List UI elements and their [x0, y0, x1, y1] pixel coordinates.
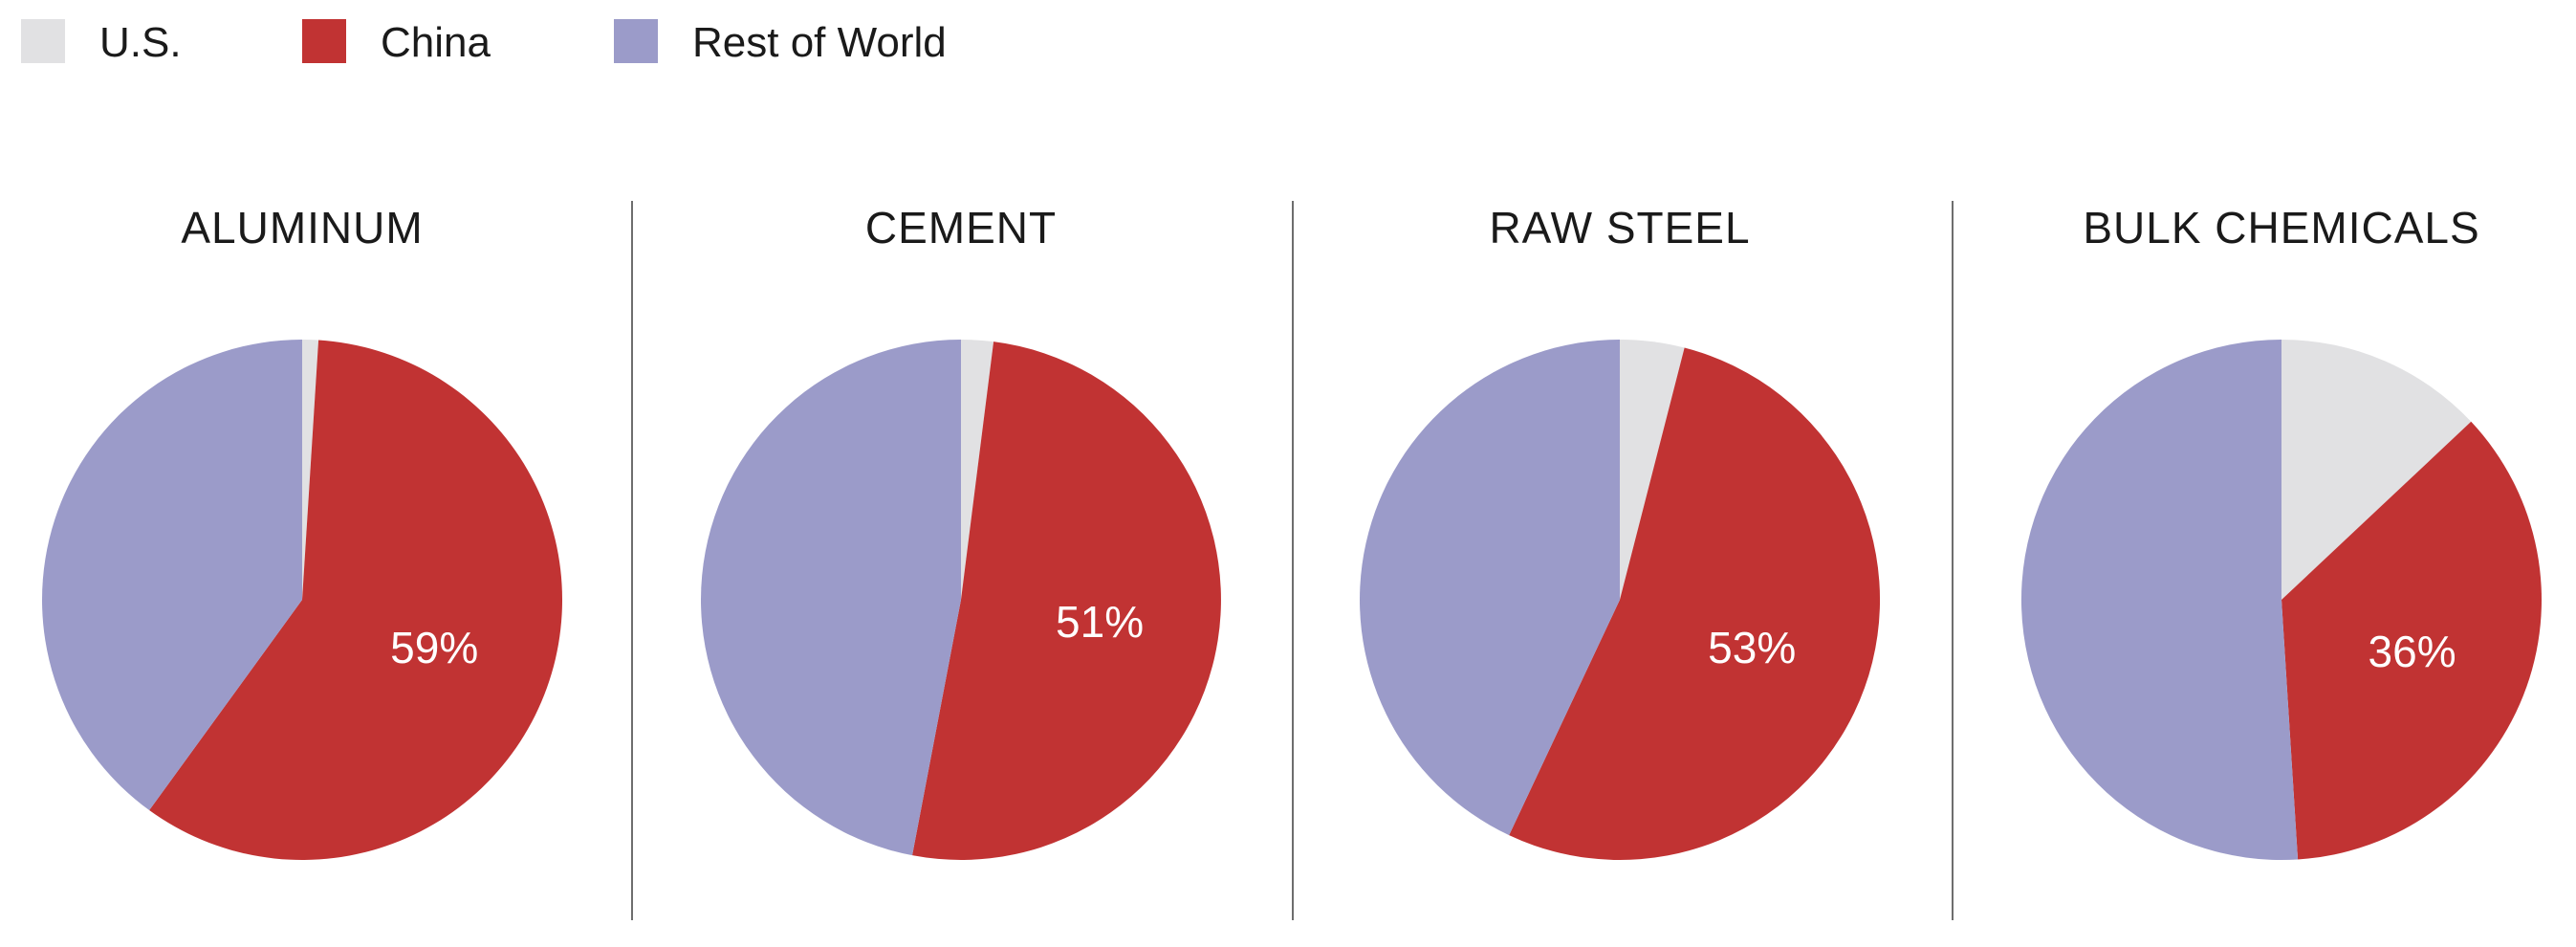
- legend: U.S. China Rest of World: [21, 19, 947, 66]
- pie-panel-raw-steel: RAW STEEL 53%: [1360, 203, 1881, 861]
- pie-slice-cement-rest-of-world: [701, 340, 961, 856]
- legend-item-u-s: U.S.: [21, 19, 182, 66]
- pie-slice-bulk-chemicals-china: [2281, 421, 2543, 860]
- pie-slice-cement-china: [912, 341, 1221, 860]
- legend-swatch-china: [302, 19, 346, 63]
- pie-panel-cement: CEMENT 51%: [701, 203, 1221, 860]
- legend-item-china: China: [302, 19, 491, 66]
- legend-label-china: China: [381, 19, 491, 66]
- pie-slice-raw-steel-china: [1509, 347, 1881, 861]
- pie-slice-raw-steel-u-s: [1620, 340, 1685, 600]
- pie-slice-cement-u-s: [961, 340, 994, 600]
- pie-panel-aluminum: ALUMINUM 59%: [42, 203, 563, 861]
- pie-slice-bulk-chemicals-u-s: [2281, 340, 2472, 600]
- legend-label-rest-of-world: Rest of World: [692, 19, 947, 66]
- pie-slice-aluminum-rest-of-world: [42, 340, 302, 811]
- legend-swatch-u-s: [21, 19, 65, 63]
- panel-title-raw-steel: RAW STEEL: [1489, 203, 1750, 253]
- pie-slice-aluminum-u-s: [302, 340, 319, 600]
- legend-swatch-rest-of-world: [614, 19, 658, 63]
- data-label-aluminum-china: 59%: [390, 623, 478, 672]
- panel-title-aluminum: ALUMINUM: [181, 203, 423, 253]
- pie-panel-bulk-chemicals: BULK CHEMICALS 36%: [2020, 203, 2543, 860]
- panel-title-cement: CEMENT: [865, 203, 1057, 253]
- data-label-bulk-chemicals-china: 36%: [2369, 627, 2456, 676]
- legend-label-u-s: U.S.: [99, 19, 182, 66]
- pie-slice-aluminum-china: [149, 340, 563, 861]
- legend-item-rest-of-world: Rest of World: [614, 19, 947, 66]
- pie-slice-raw-steel-rest-of-world: [1360, 340, 1620, 836]
- pie-slice-bulk-chemicals-rest-of-world: [2020, 340, 2299, 860]
- data-label-raw-steel-china: 53%: [1708, 623, 1796, 672]
- panel-title-bulk-chemicals: BULK CHEMICALS: [2083, 203, 2479, 253]
- panel-dividers: [631, 201, 1954, 920]
- pie-panels: ALUMINUM 59% CEMENT 51% RAW STEEL 53% BULK CHE…: [42, 203, 2543, 861]
- data-label-cement-china: 51%: [1056, 597, 1144, 647]
